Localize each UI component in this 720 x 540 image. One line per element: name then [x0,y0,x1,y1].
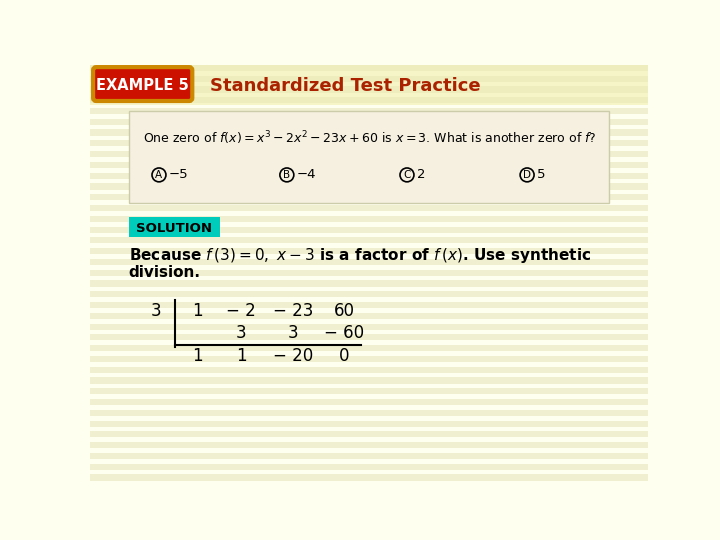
Bar [90,475,648,481]
Bar [90,215,648,222]
Bar [90,130,648,136]
Text: 3: 3 [150,302,161,320]
Bar [90,313,648,319]
Bar [90,86,648,92]
Text: C: C [403,170,410,180]
Bar [90,173,648,179]
Text: SOLUTION: SOLUTION [137,221,212,234]
Bar [90,442,648,448]
Text: D: D [523,170,531,180]
Bar [90,76,648,82]
Bar [90,334,648,340]
Bar [90,184,648,190]
Bar [90,65,648,71]
Bar [90,377,648,383]
Text: Because $f\,(3) = 0,\ x - 3$ is a factor of $f\,(x)$. Use synthetic: Because $f\,(3) = 0,\ x - 3$ is a factor… [129,246,591,265]
Text: EXAMPLE 5: EXAMPLE 5 [96,78,189,93]
Text: 60: 60 [333,302,355,320]
Bar [90,97,648,103]
Bar [90,453,648,459]
Bar [90,323,648,330]
Text: − 2: − 2 [226,302,256,320]
FancyBboxPatch shape [93,67,192,101]
Bar [90,119,648,125]
Bar [90,140,648,146]
Text: Standardized Test Practice: Standardized Test Practice [210,77,481,94]
Text: 2: 2 [417,168,426,181]
Bar [90,65,648,105]
Bar [90,248,648,254]
Bar [90,151,648,157]
Bar [90,97,648,103]
Bar [90,65,648,71]
Bar [90,356,648,362]
Bar [90,237,648,244]
Bar [90,108,648,114]
Bar [90,269,648,276]
Bar [90,259,648,265]
Bar [90,464,648,470]
Text: 1: 1 [192,347,202,365]
Bar [90,431,648,437]
Text: 0: 0 [339,347,349,365]
Text: A: A [156,170,163,180]
Bar [90,86,648,92]
Bar [90,226,648,233]
Bar [90,194,648,200]
Text: 1: 1 [192,302,202,320]
Bar [90,421,648,427]
Text: 1: 1 [236,347,246,365]
Bar [90,410,648,416]
Bar [90,76,648,82]
Bar [90,399,648,405]
Text: B: B [283,170,290,180]
Bar [90,162,648,168]
Text: − 60: − 60 [324,324,364,342]
Bar [90,302,648,308]
FancyBboxPatch shape [129,217,220,237]
Text: 5: 5 [537,168,546,181]
Bar [90,280,648,287]
Text: One zero of $f(x) = x^3 - 2x^2 - 23x + 60$ is $x = 3$. What is another zero of $: One zero of $f(x) = x^3 - 2x^2 - 23x + 6… [143,129,596,147]
Bar [90,205,648,211]
Text: 3: 3 [288,324,298,342]
Bar [90,367,648,373]
Bar [90,345,648,351]
Text: 3: 3 [236,324,246,342]
FancyBboxPatch shape [129,111,609,204]
Bar [90,291,648,298]
Text: −5: −5 [169,168,189,181]
Bar [90,388,648,394]
Text: −4: −4 [297,168,316,181]
Text: − 23: − 23 [273,302,313,320]
Text: − 20: − 20 [273,347,313,365]
Text: division.: division. [129,265,201,280]
